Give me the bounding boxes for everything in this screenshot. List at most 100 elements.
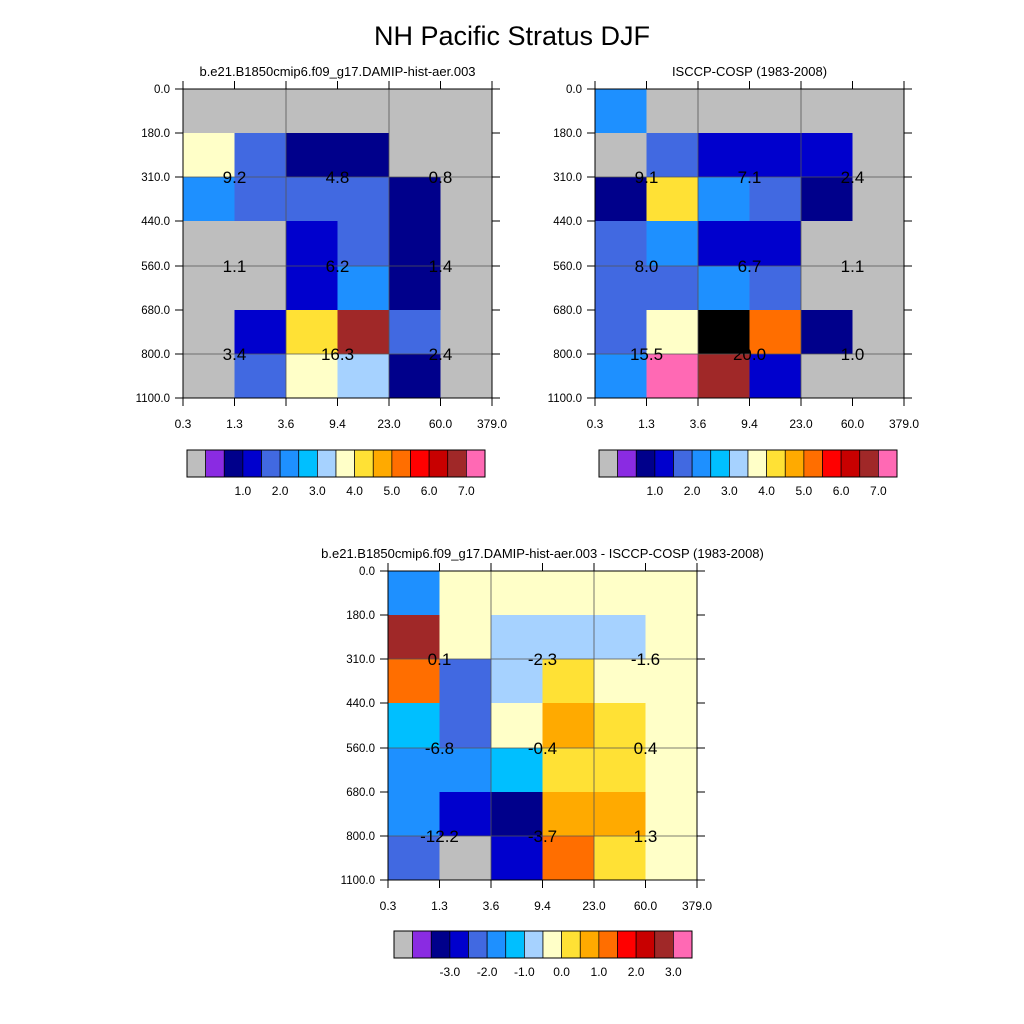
colorbar-box [298, 449, 318, 478]
x-tick-label: 60.0 [841, 417, 865, 431]
heatmap-cell [646, 89, 699, 134]
heatmap-cell [801, 310, 853, 355]
y-tick-label: 0.0 [359, 566, 375, 578]
heatmap-cell [801, 133, 853, 178]
colorbar-box [673, 449, 693, 478]
block-sum-label: 15.5 [630, 345, 663, 364]
colorbar-box [223, 449, 244, 478]
block-sum-label: 9.2 [223, 168, 247, 187]
heatmap-cell [439, 659, 492, 704]
block-sum-label: 4.8 [326, 168, 350, 187]
heatmap-cell [542, 703, 595, 749]
heatmap-cell [801, 177, 853, 222]
colorbar-box [766, 449, 786, 478]
colorbar-box [524, 930, 544, 959]
heatmap-cell [542, 659, 595, 704]
heatmap-cell [594, 792, 646, 837]
heatmap-cell [234, 89, 287, 134]
panel-title: b.e21.B1850cmip6.f09_g17.DAMIP-hist-aer.… [321, 546, 764, 561]
x-tick-label: 60.0 [429, 417, 453, 431]
y-tick-label: 1100.0 [136, 393, 170, 405]
heatmap-cell [645, 571, 698, 616]
heatmap-cell [389, 221, 441, 267]
colorbar: 1.0 2.0 3.0 4.0 5.0 6.0 7.0 [598, 449, 898, 498]
heatmap-cell [183, 310, 235, 355]
heatmap-cell [389, 133, 441, 178]
colorbar-box [430, 930, 451, 959]
heatmap-cell [542, 836, 595, 881]
heatmap-cell [595, 310, 647, 355]
colorbar-label: 2.0 [628, 965, 645, 979]
heatmap-cell [852, 354, 905, 399]
heatmap-cell [439, 703, 492, 749]
block-sum-label: 1.4 [429, 257, 453, 276]
colorbar-label: -2.0 [477, 965, 498, 979]
heatmap-cell [439, 748, 492, 793]
heatmap-cell [183, 266, 235, 311]
heatmap-cell [852, 310, 905, 355]
block-sum-label: 1.0 [841, 345, 865, 364]
heatmap-cell [234, 266, 287, 311]
colorbar-box [335, 449, 355, 478]
colorbar-box [691, 449, 712, 478]
colorbar-label: 1.0 [647, 484, 664, 498]
heatmap-cell [389, 310, 441, 355]
colorbar-label: 4.0 [346, 484, 363, 498]
heatmap-cell [388, 703, 440, 749]
x-tick-label: 3.6 [278, 417, 295, 431]
colorbar-label: 7.0 [458, 484, 475, 498]
block-sum-label: 7.1 [738, 168, 762, 187]
x-tick-label: 379.0 [889, 417, 919, 431]
heatmap-cell [801, 221, 853, 267]
colorbar-label: 5.0 [384, 484, 401, 498]
heatmap-cell [698, 354, 750, 399]
heatmap-cell [440, 266, 493, 311]
y-tick-label: 0.0 [566, 84, 582, 96]
colorbar-label: 3.0 [309, 484, 326, 498]
heatmap-cell [440, 177, 493, 222]
block-sum-label: 0.4 [634, 739, 658, 758]
heatmap-cell [749, 266, 802, 311]
y-tick-label: 560.0 [346, 743, 375, 755]
colorbar-label: 3.0 [665, 965, 682, 979]
colorbar-box [428, 449, 449, 478]
heatmap-cell [749, 133, 802, 178]
colorbar-label: 0.0 [553, 965, 570, 979]
colorbar-box [412, 930, 432, 959]
colorbar-box [579, 930, 600, 959]
colorbar-box [729, 449, 749, 478]
heatmap-cell [852, 221, 905, 267]
heatmap-cell [542, 571, 595, 616]
colorbar: 1.0 2.0 3.0 4.0 5.0 6.0 7.0 [186, 449, 486, 498]
heatmap-cell [749, 177, 802, 222]
block-sum-label: 1.3 [634, 827, 658, 846]
heatmap-cell [286, 221, 338, 267]
y-tick-label: 310.0 [553, 172, 582, 184]
heatmap-cell [595, 177, 647, 222]
colorbar-box [393, 930, 413, 959]
heatmap-cell [852, 177, 905, 222]
heatmap-cell [286, 354, 338, 399]
colorbar-label: 7.0 [870, 484, 887, 498]
heatmap-cell [801, 354, 853, 399]
block-sum-label: 8.0 [635, 257, 659, 276]
colorbar-box [635, 449, 656, 478]
y-tick-label: 310.0 [346, 654, 375, 666]
y-tick-label: 560.0 [553, 261, 582, 273]
colorbar-box [822, 449, 842, 478]
heatmap-cell [286, 133, 338, 178]
colorbar-label: 2.0 [272, 484, 289, 498]
heatmap-cell [337, 133, 390, 178]
heatmap-cell [594, 836, 646, 881]
colorbar-box [447, 449, 467, 478]
heatmap-cell [594, 615, 646, 660]
block-sum-label: -1.6 [631, 650, 660, 669]
colorbar-box [505, 930, 525, 959]
heatmap-cell [698, 266, 750, 311]
colorbar-box [466, 449, 486, 478]
heatmap-cell [234, 310, 287, 355]
figure-title: NH Pacific Stratus DJF [374, 21, 650, 51]
heatmap-cell [389, 354, 441, 399]
colorbar-box [449, 930, 469, 959]
y-tick-label: 180.0 [553, 128, 582, 140]
